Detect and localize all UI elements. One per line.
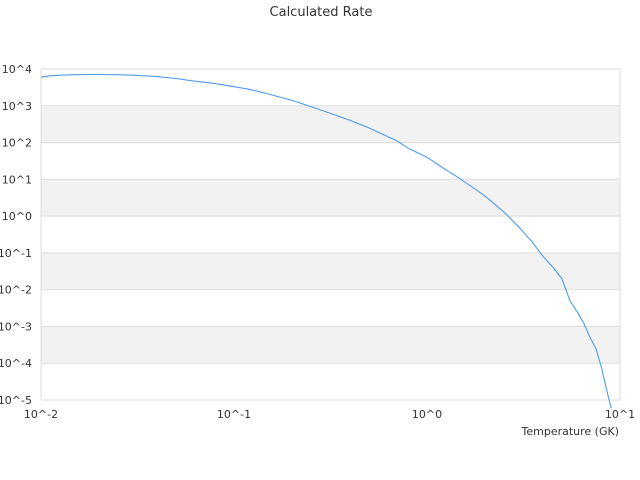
y-tick-label: 10^0 [2,210,32,223]
y-tick-label: 10^2 [2,137,32,150]
grid-band [41,105,620,143]
y-axis-ticks: 10^4 10^3 10^2 10^1 10^0 10^-1 10^-2 10^-3 10^-4… [0,63,32,407]
y-tick-label: 10^-2 [0,284,32,297]
x-tick-label: 10^0 [412,408,442,421]
rate-series-line [40,73,612,409]
y-tick-label: 10^-1 [0,247,32,260]
grid-lines [40,68,621,401]
grid-band [41,326,620,364]
y-tick-label: 10^3 [2,100,32,113]
y-tick-label: 10^-4 [0,357,32,370]
x-tick-label: 10^-2 [24,408,58,421]
y-tick-label: 10^-5 [0,394,32,407]
grid-bands [41,105,620,364]
y-tick-label: 10^4 [2,63,32,76]
chart-title: Calculated Rate [270,5,373,20]
x-axis-ticks: 10^-2 10^-1 10^0 10^1 [24,408,635,421]
grid-band [41,179,620,217]
x-axis-label: Temperature (GK) [521,425,620,438]
grid-band [41,252,620,290]
x-tick-label: 10^1 [605,408,635,421]
y-tick-label: 10^-3 [0,320,32,333]
y-tick-label: 10^1 [2,173,32,186]
series-layer [40,73,612,409]
x-tick-label: 10^-1 [217,408,251,421]
